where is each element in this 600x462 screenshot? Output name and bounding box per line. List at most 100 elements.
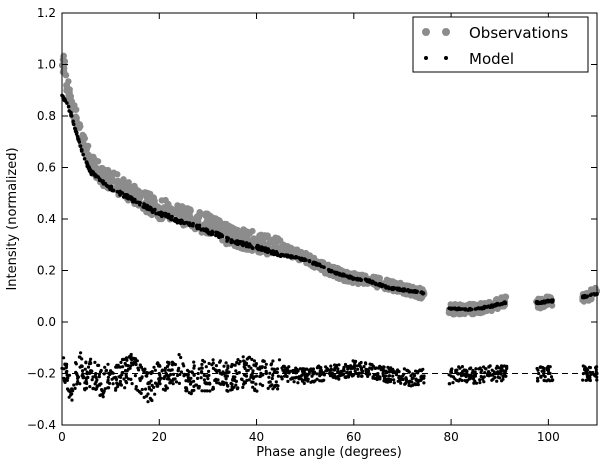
residual-point — [267, 375, 271, 379]
residual-point — [74, 362, 78, 366]
observation-point — [81, 135, 89, 142]
observation-point — [176, 207, 183, 215]
residual-point — [392, 381, 396, 385]
observation-point — [537, 304, 544, 311]
residual-point — [543, 375, 547, 379]
residual-point — [276, 374, 280, 378]
residual-point — [416, 383, 420, 387]
residual-point — [482, 365, 486, 369]
residual-point — [294, 375, 298, 379]
model-point — [327, 269, 332, 274]
residual-point — [93, 382, 97, 386]
residual-point — [106, 362, 110, 366]
residual-point — [586, 368, 590, 372]
residual-point — [97, 372, 101, 376]
residual-point — [266, 386, 270, 390]
model-point — [63, 98, 67, 102]
residual-point — [152, 385, 156, 389]
residual-point — [283, 374, 287, 378]
residual-point — [121, 357, 126, 362]
residual-point — [211, 361, 215, 365]
observation-point — [152, 202, 159, 209]
model-point — [217, 232, 222, 237]
residual-point — [261, 383, 265, 388]
residual-point — [422, 381, 426, 385]
residual-point — [196, 376, 200, 380]
residual-point — [225, 374, 229, 378]
observation-point — [158, 197, 165, 204]
model-point — [286, 253, 290, 258]
residual-point — [396, 379, 400, 383]
residual-point — [170, 363, 175, 367]
residual-point — [152, 365, 156, 369]
residual-point — [65, 373, 69, 377]
residual-point — [312, 370, 317, 374]
residual-point — [241, 385, 245, 389]
residual-point — [157, 364, 161, 368]
residual-point — [405, 368, 409, 372]
observation-point — [113, 178, 121, 185]
residual-point — [393, 370, 397, 374]
residual-point — [547, 371, 551, 375]
y-tick-label: 0.2 — [37, 264, 56, 278]
model-point — [317, 262, 322, 267]
residual-point — [200, 389, 204, 393]
residual-point — [368, 372, 372, 376]
residual-point — [336, 367, 340, 371]
residual-point — [214, 377, 218, 381]
residual-point — [224, 381, 228, 385]
residual-point — [129, 361, 134, 365]
observation-point — [60, 65, 68, 72]
residual-point — [287, 365, 291, 369]
model-point — [138, 202, 142, 207]
y-axis-label: Intensity (normalized) — [5, 147, 20, 290]
residual-point — [382, 378, 387, 382]
residual-point — [260, 366, 264, 370]
residual-point — [329, 364, 333, 368]
residual-point — [353, 360, 357, 364]
model-point — [367, 279, 372, 284]
model-point — [400, 288, 405, 293]
residual-point — [64, 366, 68, 370]
residual-point — [495, 379, 499, 383]
residual-point — [370, 366, 374, 370]
model-point — [322, 265, 326, 270]
model-point — [342, 274, 346, 278]
residual-point — [164, 371, 168, 375]
residual-point — [318, 374, 322, 378]
residual-point — [65, 378, 69, 382]
residual-point — [136, 366, 140, 370]
observation-point — [200, 221, 207, 229]
residual-point — [542, 378, 546, 382]
residual-point — [94, 375, 98, 380]
residual-point — [70, 392, 74, 396]
residual-point — [125, 358, 129, 362]
observation-point — [256, 232, 263, 240]
residual-point — [263, 365, 267, 370]
observation-point — [223, 220, 230, 228]
residual-point — [418, 368, 422, 372]
model-point — [169, 217, 174, 222]
residual-point — [205, 389, 209, 393]
residual-point — [315, 377, 319, 381]
residual-point — [321, 371, 325, 375]
residual-point — [551, 378, 555, 382]
residual-point — [145, 394, 149, 398]
residual-point — [268, 371, 272, 375]
residual-point — [230, 387, 234, 392]
residual-point — [134, 385, 138, 389]
residual-point — [353, 369, 357, 373]
observation-point — [229, 227, 236, 234]
model-point — [225, 239, 229, 243]
model-point — [220, 234, 225, 238]
model-point — [407, 289, 412, 294]
residuals-series — [60, 351, 599, 404]
residual-point — [177, 381, 181, 385]
residual-point — [200, 366, 204, 370]
residual-point — [449, 370, 453, 374]
residual-point — [129, 357, 133, 361]
residual-point — [355, 364, 359, 368]
residual-point — [458, 366, 462, 370]
residual-point — [230, 362, 234, 367]
residual-point — [178, 372, 182, 377]
